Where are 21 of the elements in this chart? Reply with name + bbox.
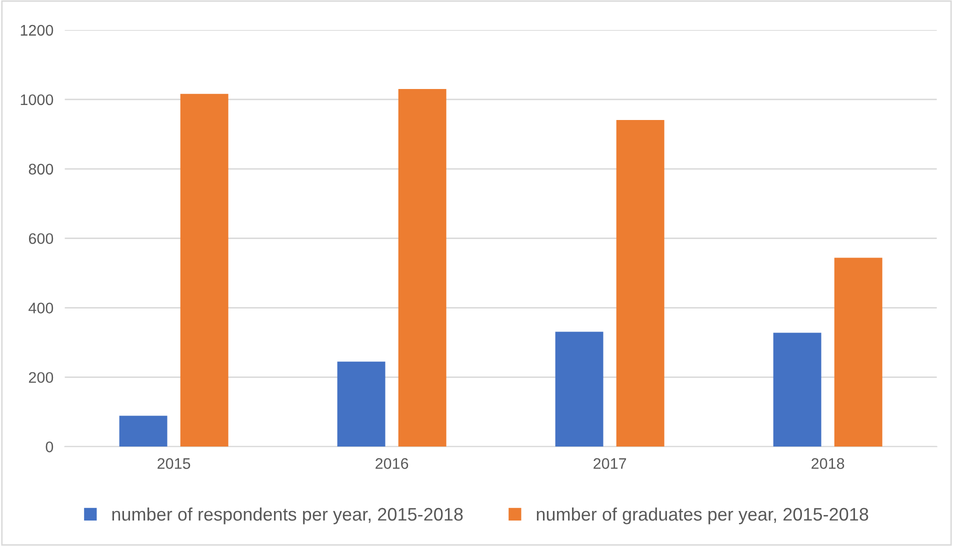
y-tick-label: 400 (28, 302, 54, 314)
bar (180, 94, 228, 447)
bar (398, 89, 446, 447)
bar (616, 120, 664, 447)
y-tick-label: 0 (46, 441, 54, 452)
bar (773, 332, 822, 447)
x-tick-label: 2017 (594, 458, 626, 469)
legend-label: number of respondents per year, 2015-2018 (112, 507, 463, 524)
bar (119, 416, 168, 447)
y-tick-label: 800 (28, 164, 54, 175)
y-tick-label: 1200 (20, 24, 54, 36)
bar (834, 258, 882, 447)
bar (555, 332, 604, 447)
x-tick-label: 2016 (376, 458, 408, 469)
legend-label: number of graduates per year, 2015-2018 (536, 507, 868, 524)
y-tick-label: 200 (28, 372, 54, 383)
bar (337, 362, 386, 447)
x-tick-label: 2015 (158, 458, 190, 469)
x-tick-label: 2018 (812, 458, 844, 469)
y-tick-label: 600 (28, 233, 54, 244)
y-tick-label: 1000 (20, 94, 54, 106)
